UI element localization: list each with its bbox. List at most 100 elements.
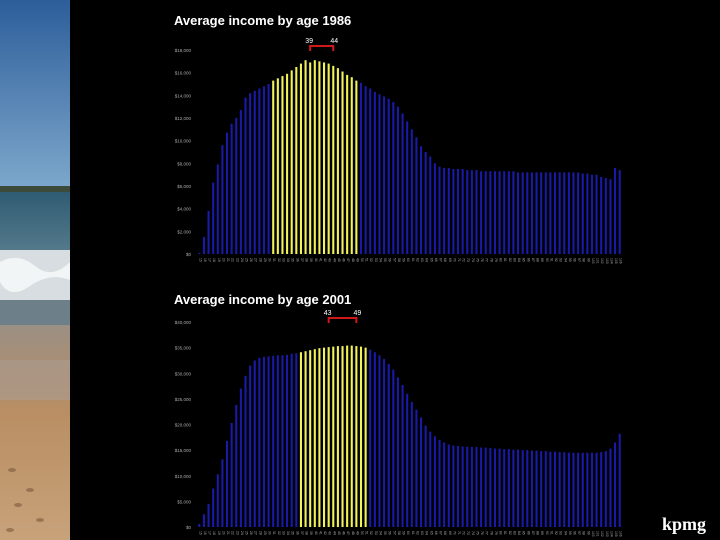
bar-age-52 [369, 349, 372, 527]
x-tick-label: 20 [221, 258, 225, 262]
x-tick-label: 51 [365, 258, 369, 262]
bar-age-86 [526, 172, 529, 254]
x-tick-label: 88 [536, 258, 540, 262]
y-tick-label: $35,000 [175, 346, 192, 351]
bar-age-22 [230, 422, 233, 527]
x-tick-label: 42 [323, 531, 327, 535]
bar-age-66 [433, 436, 436, 527]
bar-age-62 [415, 409, 418, 527]
x-tick-label: 77 [485, 258, 489, 262]
x-tick-label: 82 [508, 258, 512, 262]
x-tick-label: 101 [596, 531, 600, 537]
bar-age-15 [198, 523, 201, 527]
x-tick-label: 97 [577, 531, 581, 535]
x-tick-label: 106 [619, 258, 623, 264]
bar-age-21 [225, 132, 229, 254]
x-tick-label: 85 [522, 258, 526, 262]
x-tick-label: 38 [305, 258, 309, 262]
bar-age-104 [609, 448, 612, 527]
bar-age-70 [452, 169, 455, 254]
highlight-bar-age-45 [336, 68, 339, 254]
x-tick-label: 89 [540, 258, 544, 262]
x-tick-label: 41 [318, 531, 322, 535]
y-tick-label: $0 [186, 525, 192, 530]
x-tick-label: 103 [605, 258, 609, 264]
bar-age-80 [498, 448, 501, 527]
x-tick-label: 51 [365, 531, 369, 535]
x-tick-label: 52 [369, 531, 373, 535]
bar-age-32 [276, 355, 279, 527]
highlight-bar-age-42 [323, 347, 326, 528]
bar-age-28 [258, 357, 261, 528]
x-tick-label: 44 [332, 258, 336, 262]
highlight-bar-age-46 [341, 71, 344, 254]
bar-age-61 [410, 401, 413, 527]
bar-age-20 [221, 459, 224, 527]
highlight-bar-age-46 [341, 346, 344, 527]
x-tick-label: 58 [397, 258, 401, 262]
bar-age-52 [369, 88, 372, 254]
y-tick-label: $20,000 [175, 423, 192, 428]
x-tick-label: 102 [600, 258, 604, 264]
bar-age-63 [420, 417, 423, 527]
bar-age-98 [581, 452, 584, 527]
x-tick-label: 73 [466, 258, 470, 262]
bar-age-79 [493, 171, 496, 254]
highlight-bar-age-36 [295, 67, 298, 254]
bar-age-69 [447, 444, 450, 527]
age-bracket [309, 45, 335, 51]
x-tick-label: 52 [369, 258, 373, 262]
x-tick-label: 28 [258, 531, 262, 535]
x-tick-label: 27 [254, 531, 258, 535]
y-tick-label: $10,000 [175, 474, 192, 479]
x-tick-label: 97 [577, 258, 581, 262]
x-tick-label: 92 [554, 258, 558, 262]
x-tick-label: 65 [429, 531, 433, 535]
x-tick-label: 98 [582, 531, 586, 535]
x-tick-label: 82 [508, 531, 512, 535]
x-tick-label: 73 [466, 531, 470, 535]
bar-age-30 [267, 356, 270, 527]
bar-age-59 [401, 113, 404, 254]
x-tick-label: 106 [619, 531, 623, 537]
bar-age-82 [507, 449, 510, 527]
x-tick-label: 92 [554, 531, 558, 535]
bar-age-56 [387, 98, 390, 254]
bar-age-88 [535, 172, 538, 254]
x-tick-label: 70 [452, 531, 456, 535]
y-tick-label: $5,000 [177, 499, 191, 504]
x-tick-label: 74 [471, 258, 475, 262]
x-tick-label: 30 [268, 531, 272, 535]
highlight-bar-age-50 [359, 346, 363, 527]
bar-age-78 [489, 448, 492, 527]
x-tick-label: 49 [355, 258, 359, 262]
x-tick-label: 79 [494, 531, 498, 535]
bar-age-95 [567, 452, 570, 527]
bar-age-105 [614, 167, 617, 254]
bar-age-27 [253, 90, 256, 254]
bar-age-87 [530, 172, 533, 254]
x-tick-label: 34 [286, 258, 290, 262]
bar-age-65 [429, 156, 432, 254]
x-tick-label: 89 [540, 531, 544, 535]
x-tick-label: 27 [254, 258, 258, 262]
bar-age-97 [577, 452, 580, 527]
x-tick-label: 72 [462, 258, 466, 262]
x-tick-label: 21 [226, 531, 230, 535]
x-tick-label: 21 [226, 258, 230, 262]
bar-age-99 [586, 452, 589, 527]
bar-age-74 [470, 170, 473, 254]
x-tick-label: 62 [415, 531, 419, 535]
x-tick-label: 36 [295, 258, 299, 262]
x-tick-label: 94 [563, 531, 567, 535]
bar-age-26 [249, 93, 252, 254]
x-tick-label: 69 [448, 531, 452, 535]
x-tick-label: 33 [281, 531, 285, 535]
bar-age-106 [618, 433, 621, 527]
bar-age-24 [239, 388, 242, 528]
chart-2001-title: Average income by age 2001 [174, 292, 352, 307]
bar-age-93 [558, 172, 561, 254]
y-tick-label: $18,000 [175, 48, 192, 53]
x-tick-label: 100 [591, 258, 595, 264]
x-tick-label: 76 [480, 258, 484, 262]
